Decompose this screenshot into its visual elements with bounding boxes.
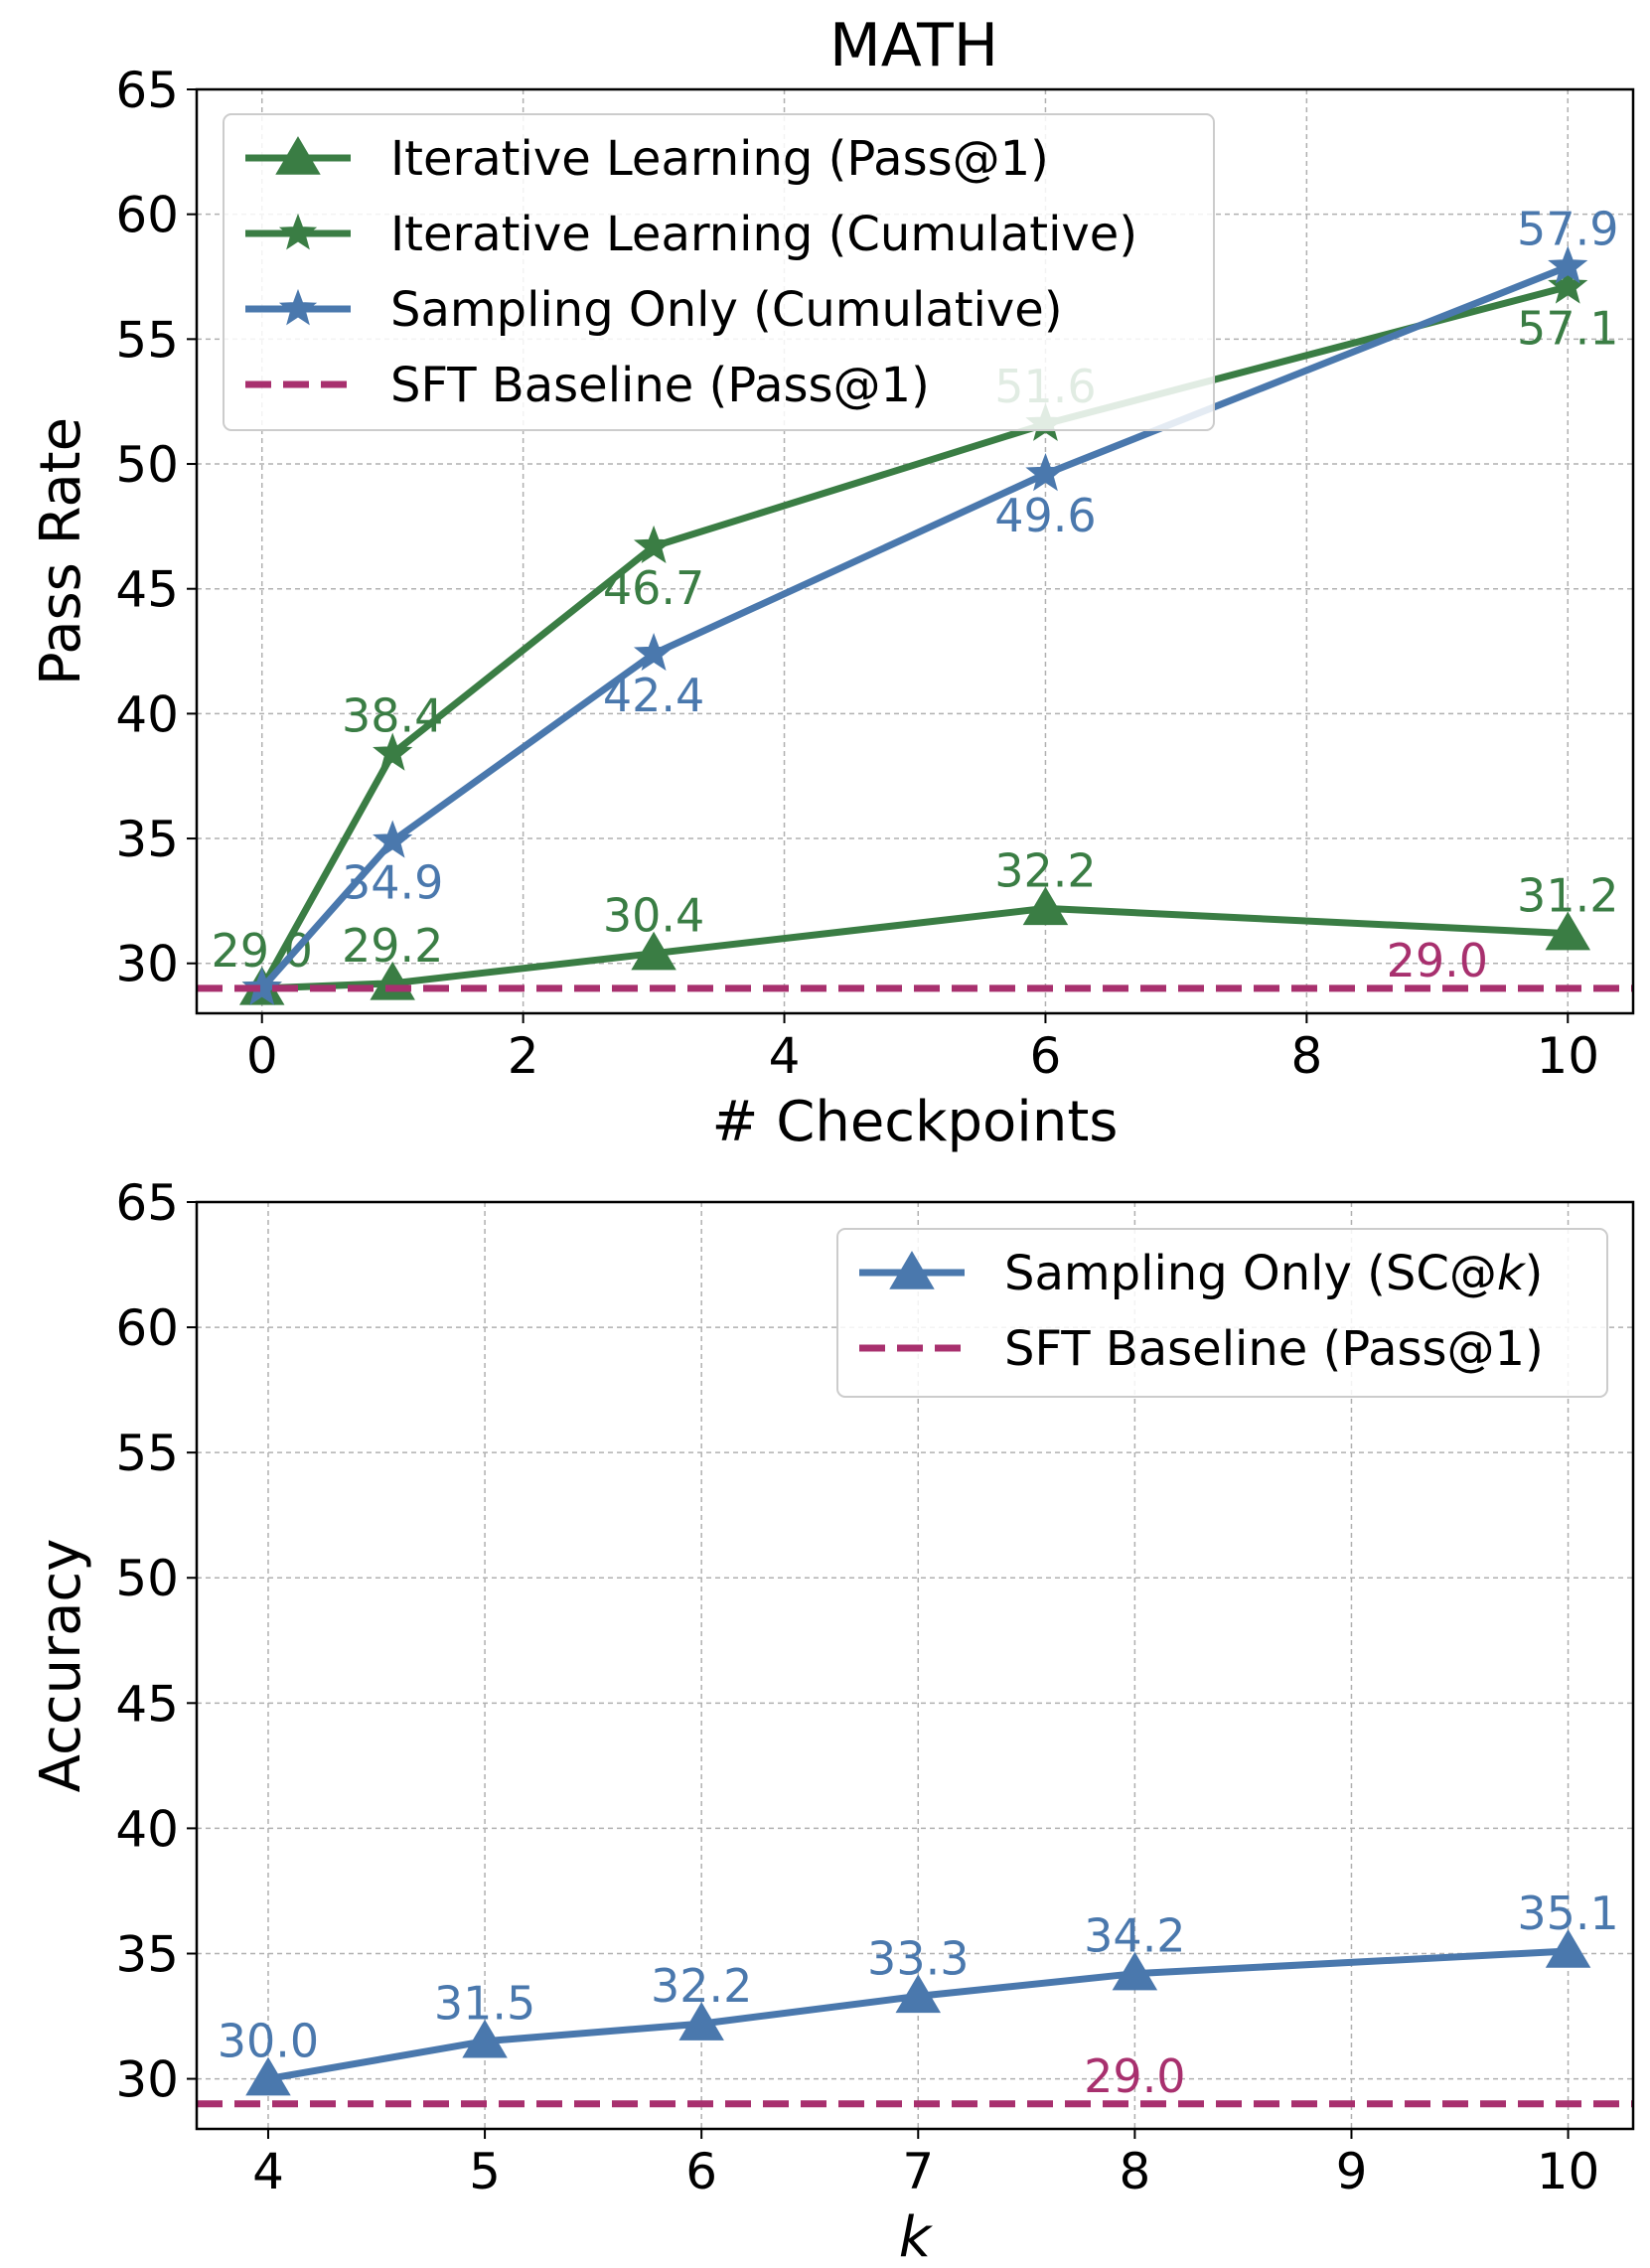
data-label: 32.2 <box>651 1959 752 2013</box>
data-point <box>245 2056 291 2096</box>
data-point <box>633 525 675 564</box>
y-axis-label: Accuracy <box>29 1539 93 1793</box>
data-label: 33.3 <box>867 1931 969 1985</box>
y-tick-label: 50 <box>115 436 179 494</box>
data-label: 30.0 <box>218 2015 319 2068</box>
pass-rate-chart: 0 2 4 6 8 10 30 35 40 45 50 55 60 65 # Checkpoints Pass… <box>29 62 1635 1154</box>
data-label: 31.5 <box>434 1977 535 2031</box>
data-point <box>373 820 413 858</box>
y-tick-label: 35 <box>115 811 179 868</box>
x-tick-label: 2 <box>508 1027 539 1085</box>
y-tick-label: 60 <box>115 187 179 244</box>
data-point <box>678 2002 724 2041</box>
legend-frame <box>836 1228 1608 1398</box>
data-point <box>1545 911 1591 951</box>
y-tick-label: 30 <box>115 2051 179 2109</box>
data-label: 49.6 <box>994 489 1096 542</box>
y-tick-label: 45 <box>115 561 179 619</box>
data-label: 30.4 <box>603 889 704 943</box>
y-tick-label: 40 <box>115 685 179 743</box>
x-tick-label: 6 <box>685 2143 717 2200</box>
y-tick-label: 65 <box>115 1174 179 1232</box>
y-tick-label: 40 <box>115 1800 179 1858</box>
y-tick-label: 50 <box>115 1550 179 1607</box>
data-point <box>633 632 675 672</box>
data-point <box>1022 886 1069 926</box>
x-tick-label: 7 <box>902 2143 934 2200</box>
x-tick-label: 5 <box>469 2143 501 2200</box>
data-point <box>895 1974 942 2014</box>
y-tick-label: 65 <box>115 62 179 119</box>
x-tick-label: 4 <box>769 1027 801 1085</box>
y-tick-label: 35 <box>115 1925 179 1983</box>
legend-marker <box>275 136 321 175</box>
y-tick-label: 45 <box>115 1675 179 1733</box>
y-tick-label: 55 <box>115 311 179 369</box>
data-point <box>1545 1929 1591 1968</box>
x-axis-label: k <box>899 2205 934 2268</box>
series-line <box>261 904 1569 992</box>
x-axis-label: # Checkpoints <box>712 1090 1119 1154</box>
data-point <box>1548 265 1588 304</box>
data-label: 34.2 <box>1084 1909 1185 1963</box>
legend: Sampling Only (SC@k) SFT Baseline (Pass@1… <box>836 1228 1608 1398</box>
data-point <box>1112 1951 1158 1991</box>
data-point <box>1548 245 1588 284</box>
data-label: 32.2 <box>994 843 1096 897</box>
legend-entry: SFT Baseline (Pass@1) <box>1004 1321 1544 1377</box>
data-label: 31.2 <box>1517 869 1618 923</box>
data-label: 34.9 <box>342 856 443 910</box>
data-point <box>373 732 413 771</box>
y-axis-label: Pass Rate <box>29 417 93 685</box>
data-point <box>1025 452 1066 492</box>
x-tick-label: 10 <box>1537 2143 1600 2200</box>
legend-marker <box>889 1251 935 1289</box>
x-tick-label: 9 <box>1336 2143 1368 2200</box>
legend-entry: Iterative Learning (Pass@1) <box>390 131 1049 187</box>
data-label: 57.1 <box>1517 302 1618 356</box>
legend: Iterative Learning (Pass@1) Iterative Lea… <box>223 113 1215 431</box>
x-tick-label: 8 <box>1290 1027 1322 1085</box>
data-label: 42.4 <box>603 669 704 722</box>
baseline-annotation: 29.0 <box>1387 934 1488 987</box>
legend-frame <box>223 113 1215 431</box>
y-tick-label: 60 <box>115 1299 179 1357</box>
plot-frame <box>195 87 1635 1015</box>
legend-entry: Iterative Learning (Cumulative) <box>390 207 1137 262</box>
accuracy-chart: 4 5 6 7 8 9 103035404550556065kAccuracy30.031.… <box>29 1174 1635 2268</box>
data-label: 38.4 <box>342 689 443 743</box>
data-label: 46.7 <box>603 561 704 615</box>
data-point <box>462 2019 508 2058</box>
data-label: 29.2 <box>342 919 443 973</box>
data-point <box>631 931 676 971</box>
x-tick-label: 0 <box>246 1027 278 1085</box>
y-tick-label: 55 <box>115 1425 179 1482</box>
figure-title: MATH <box>829 11 998 80</box>
data-point <box>241 967 282 1005</box>
x-tick-label: 10 <box>1536 1027 1599 1085</box>
data-label: 35.1 <box>1517 1887 1618 1940</box>
plot-frame <box>195 1200 1635 2131</box>
data-label: 57.9 <box>1517 202 1618 255</box>
y-tick-label: 30 <box>115 936 179 993</box>
legend-marker <box>278 288 318 326</box>
x-tick-label: 6 <box>1030 1027 1062 1085</box>
baseline-annotation: 29.0 <box>1084 2049 1185 2103</box>
legend-marker <box>278 213 318 250</box>
legend-entry: Sampling Only (Cumulative) <box>390 282 1063 338</box>
legend-entry: Sampling Only (SC@k) <box>1004 1246 1543 1301</box>
x-tick-label: 8 <box>1119 2143 1150 2200</box>
x-tick-label: 4 <box>252 2143 284 2200</box>
series-line <box>267 1947 1569 2083</box>
legend-entry: SFT Baseline (Pass@1) <box>390 358 930 413</box>
